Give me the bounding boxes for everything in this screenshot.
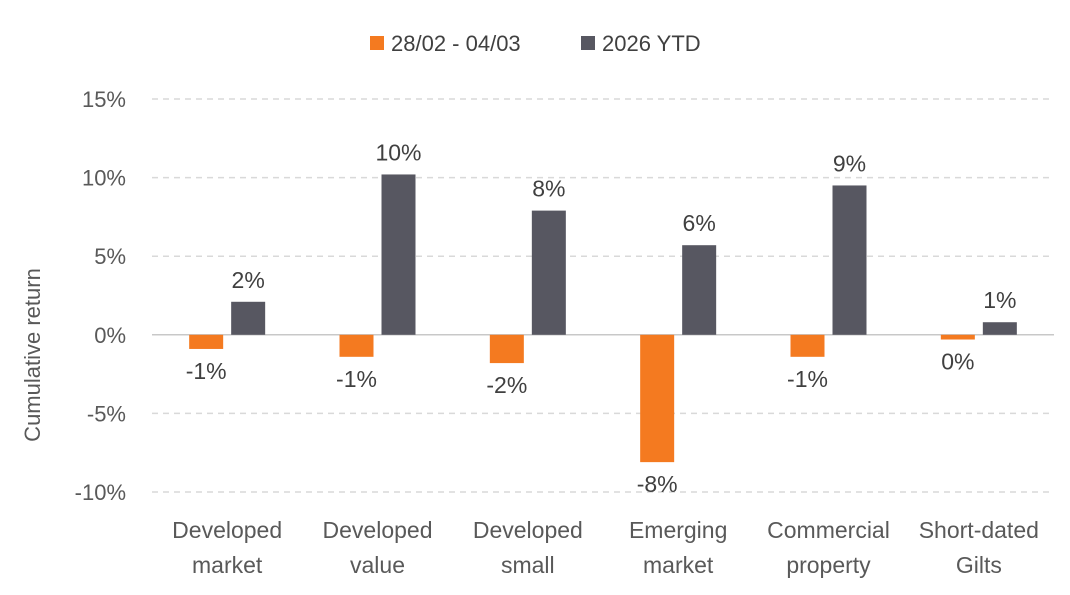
- y-tick-label: -10%: [75, 480, 126, 505]
- bar-week: [790, 334, 825, 357]
- x-axis-categories: Developed market Developed value Developed sm…: [172, 517, 1039, 578]
- y-tick-label: 15%: [82, 87, 126, 112]
- category-label: Short-dated: [919, 517, 1039, 543]
- category-label: Developed: [473, 517, 583, 543]
- data-label: 0%: [941, 349, 974, 375]
- bar-week: [640, 334, 675, 463]
- category-label: property: [786, 552, 871, 578]
- data-label: -1%: [186, 358, 227, 384]
- category-label: market: [643, 552, 714, 578]
- bar-week: [940, 334, 975, 340]
- legend-swatch: [581, 36, 595, 50]
- bar-ytd: [381, 174, 416, 335]
- y-tick-label: 5%: [94, 244, 126, 269]
- y-tick-label: 0%: [94, 323, 126, 348]
- category-label: Developed: [323, 517, 433, 543]
- category-label: market: [192, 552, 263, 578]
- y-tick-label: -5%: [87, 401, 126, 426]
- category-label: small: [501, 552, 555, 578]
- data-label: -2%: [486, 372, 527, 398]
- legend: 28/02 - 04/03 2026 YTD: [370, 31, 701, 56]
- data-label: -1%: [336, 366, 377, 392]
- bars: [189, 174, 1017, 463]
- y-tick-label: 10%: [82, 166, 126, 191]
- bar-week: [189, 334, 224, 349]
- data-labels: -1% 2% -1% 10% -2% 8% -8% 6% -1% 9% 0% 1%: [186, 139, 1017, 497]
- y-axis-ticks: 15% 10% 5% 0% -5% -10%: [75, 87, 126, 505]
- bar-ytd: [832, 185, 867, 335]
- category-label: Developed: [172, 517, 282, 543]
- data-label: 1%: [983, 287, 1016, 313]
- data-label: 6%: [683, 210, 716, 236]
- legend-label: 28/02 - 04/03: [391, 31, 521, 56]
- category-label: Commercial: [767, 517, 890, 543]
- category-label: value: [350, 552, 405, 578]
- gridlines: [152, 98, 1054, 493]
- bar-ytd: [982, 322, 1017, 335]
- category-label: Gilts: [956, 552, 1002, 578]
- category-label: Emerging: [629, 517, 727, 543]
- legend-label: 2026 YTD: [602, 31, 701, 56]
- y-axis-title: Cumulative return: [20, 268, 45, 442]
- data-label: 9%: [833, 150, 866, 176]
- bar-week: [489, 334, 524, 364]
- legend-swatch: [370, 36, 384, 50]
- data-label: -1%: [787, 366, 828, 392]
- data-label: -8%: [637, 471, 678, 497]
- bar-ytd: [531, 210, 566, 335]
- bar-ytd: [231, 301, 266, 335]
- data-label: 2%: [232, 267, 265, 293]
- bar-ytd: [682, 245, 717, 335]
- bar-week: [339, 334, 374, 357]
- data-label: 8%: [532, 176, 565, 202]
- data-label: 10%: [375, 139, 421, 165]
